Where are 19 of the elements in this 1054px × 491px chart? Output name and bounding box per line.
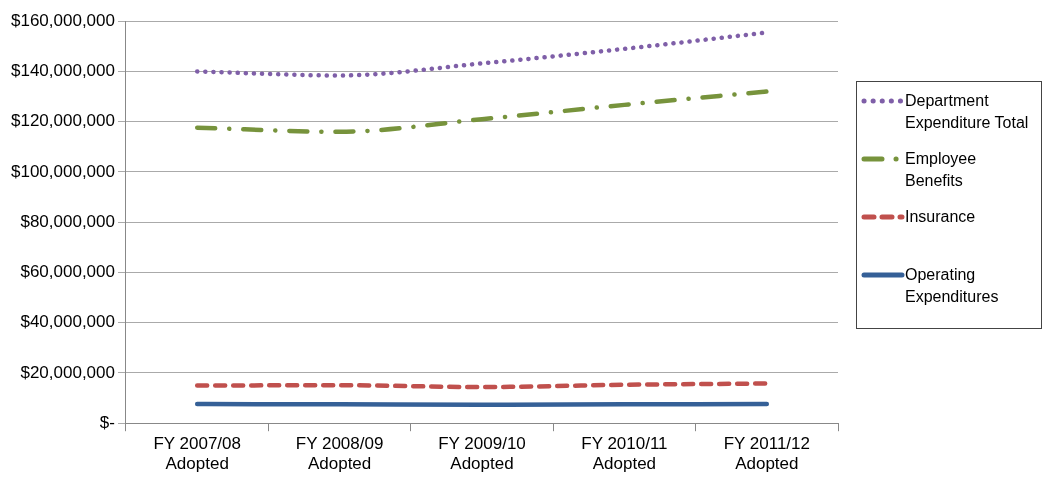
y-tick-label: $160,000,000 xyxy=(10,10,115,30)
y-tick-label: $20,000,000 xyxy=(20,362,115,382)
y-tick-label: $100,000,000 xyxy=(10,161,115,181)
legend-label: Department Expenditure Total xyxy=(905,91,1030,133)
x-tick-label: FY 2010/11 Adopted xyxy=(581,434,668,474)
legend-label: Employee Benefits xyxy=(905,149,978,191)
y-tick-label: $- xyxy=(99,412,115,432)
x-tick-label: FY 2008/09 Adopted xyxy=(295,434,384,474)
line-series xyxy=(194,89,770,134)
x-tick-label: FY 2011/12 Adopted xyxy=(723,434,810,474)
y-tick-label: $140,000,000 xyxy=(10,61,115,81)
x-tick-label: FY 2007/08 Adopted xyxy=(153,434,241,474)
legend-label: Operating Expenditures xyxy=(905,265,1000,307)
y-tick-label: $80,000,000 xyxy=(20,211,115,231)
y-tick-label: $40,000,000 xyxy=(20,312,115,332)
x-tick-label: FY 2009/10 Adopted xyxy=(438,434,526,474)
y-tick-label: $120,000,000 xyxy=(10,111,115,131)
legend-label: Insurance xyxy=(905,207,977,227)
y-tick-label: $60,000,000 xyxy=(20,262,115,282)
